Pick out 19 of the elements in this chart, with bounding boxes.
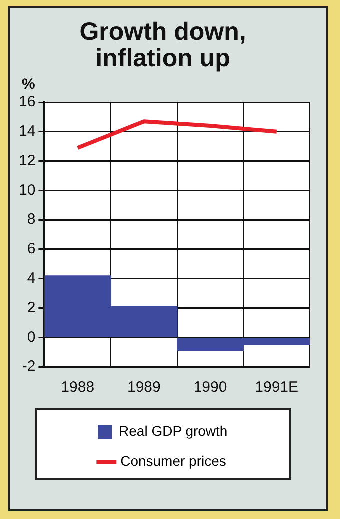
text: inflation up bbox=[96, 44, 230, 72]
y-tick-label: 14 bbox=[18, 123, 36, 140]
y-tick-label: 0 bbox=[27, 328, 36, 346]
x-tick-label: 1991E bbox=[255, 379, 299, 396]
y-tick-label: 8 bbox=[27, 211, 36, 228]
y-tick-label: 16 bbox=[18, 94, 36, 111]
y-tick-label: 2 bbox=[27, 299, 36, 316]
y-tick-label: -2 bbox=[22, 358, 36, 376]
y-tick-label: 6 bbox=[27, 240, 36, 258]
y-axis-title: % bbox=[22, 76, 36, 94]
y-tick-label: 12 bbox=[18, 152, 36, 170]
y-tick-label: 4 bbox=[27, 270, 36, 287]
y-tick-label: 10 bbox=[18, 182, 36, 199]
x-tick-label: 1990 bbox=[194, 379, 228, 396]
x-tick-label: 1988 bbox=[61, 379, 95, 396]
legend-label: Real GDP growth bbox=[119, 422, 228, 439]
legend-label: Consumer prices bbox=[120, 452, 226, 469]
text: Growth down, bbox=[80, 18, 246, 46]
x-tick-label: 1989 bbox=[127, 379, 161, 396]
